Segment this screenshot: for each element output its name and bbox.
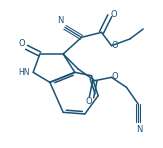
Text: O: O: [111, 72, 118, 81]
Text: O: O: [18, 39, 25, 48]
Text: HN: HN: [18, 68, 30, 77]
Text: O: O: [86, 97, 92, 106]
Text: O: O: [111, 41, 118, 50]
Text: O: O: [111, 9, 117, 18]
Text: N: N: [137, 125, 143, 134]
Text: N: N: [57, 16, 63, 25]
